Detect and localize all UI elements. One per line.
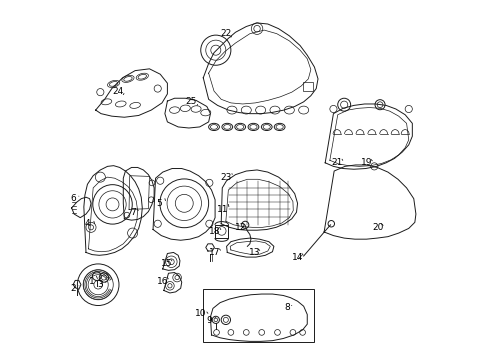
Text: 6: 6 [70,194,76,203]
Text: 4: 4 [84,219,90,228]
Text: 25: 25 [185,97,197,106]
Text: 12: 12 [234,223,245,232]
Text: 21: 21 [331,158,342,167]
Text: 16: 16 [157,276,168,285]
Text: 11: 11 [216,205,227,214]
Text: 13: 13 [248,248,260,257]
Text: 5: 5 [156,199,162,208]
Text: 2: 2 [70,284,76,293]
Text: 8: 8 [284,303,289,312]
Text: 23: 23 [220,173,231,182]
Text: 18: 18 [209,228,221,237]
Text: 1: 1 [88,276,94,285]
Text: 9: 9 [206,316,212,325]
Bar [302,82,313,91]
Text: 20: 20 [371,223,383,232]
Text: 15: 15 [160,259,172,268]
Text: 19: 19 [361,158,372,167]
Text: 17: 17 [209,248,221,257]
Text: 7: 7 [129,208,135,217]
Text: 3: 3 [97,280,103,289]
Text: 14: 14 [291,253,303,262]
Text: 24: 24 [112,86,123,95]
Text: 22: 22 [220,29,231,38]
Text: 10: 10 [195,309,206,318]
Bar [203,289,314,342]
